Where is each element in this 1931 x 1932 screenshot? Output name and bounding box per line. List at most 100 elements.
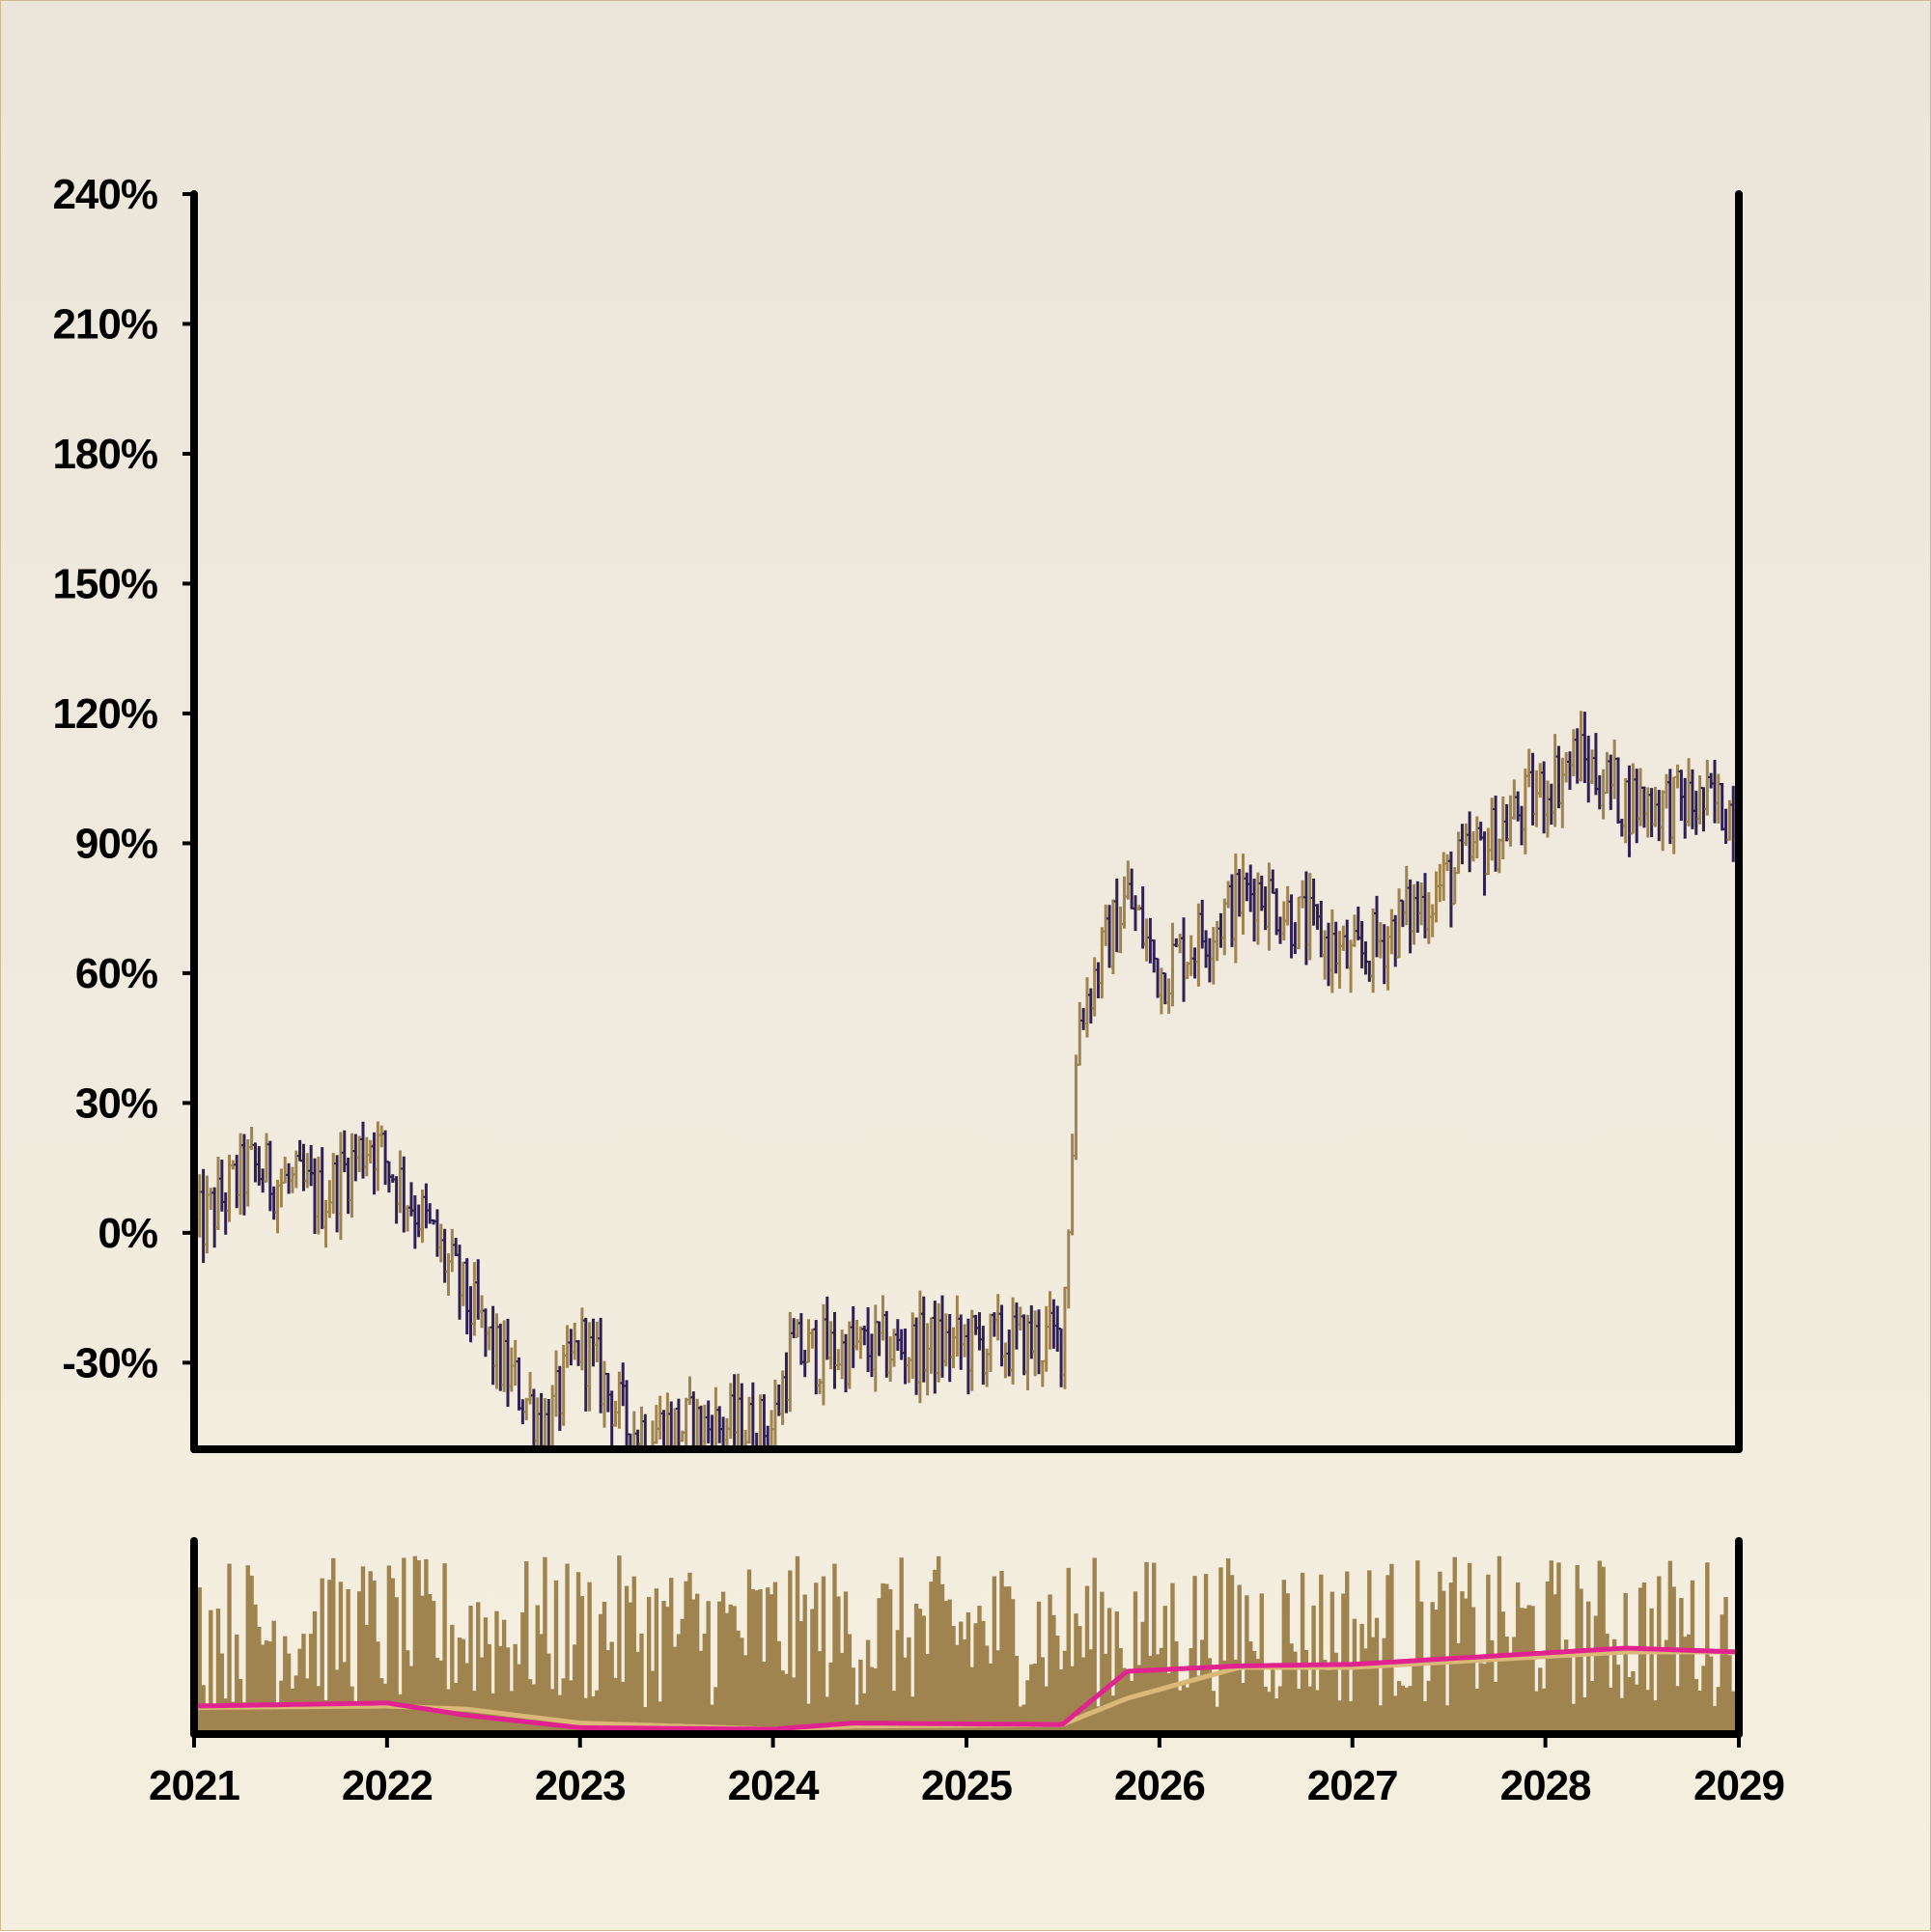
- ohlc-bar: [1403, 865, 1410, 926]
- ohlc-bar: [240, 1134, 247, 1216]
- ohlc-bar: [1689, 769, 1695, 829]
- ohlc-bar: [1660, 790, 1666, 852]
- volume-bar: [595, 1690, 600, 1734]
- ohlc-bar: [345, 1157, 351, 1215]
- ohlc-bar: [1177, 934, 1184, 954]
- volume-bar: [575, 1572, 581, 1734]
- volume-bar: [1114, 1611, 1119, 1734]
- ohlc-bar: [1091, 957, 1098, 1017]
- ohlc-bar: [916, 1290, 923, 1404]
- volume-bar: [501, 1619, 507, 1734]
- volume-bar: [702, 1633, 708, 1734]
- ohlc-bar: [1273, 888, 1280, 936]
- volume-bar: [955, 1644, 960, 1734]
- ohlc-bar: [322, 1199, 329, 1248]
- volume-bar: [394, 1597, 399, 1734]
- volume-bar: [1251, 1650, 1257, 1734]
- ohlc-bar: [453, 1238, 460, 1256]
- volume-bar: [1267, 1692, 1272, 1734]
- y-tick-label: 120%: [52, 690, 157, 738]
- ohlc-bar: [1496, 838, 1502, 874]
- ohlc-bar: [1366, 960, 1373, 982]
- volume-bar: [877, 1598, 882, 1734]
- ohlc-bar: [1099, 927, 1105, 999]
- volume-bar: [724, 1612, 730, 1734]
- volume-bar: [1675, 1686, 1680, 1734]
- ohlc-bar: [1133, 895, 1138, 932]
- volume-bar: [1374, 1617, 1380, 1734]
- ohlc-bar: [775, 1384, 782, 1416]
- volume-bar: [286, 1653, 292, 1734]
- x-tick-label: 2027: [1307, 1762, 1398, 1809]
- y-tick-label: 180%: [52, 431, 157, 478]
- volume-bar: [264, 1640, 269, 1734]
- ohlc-bar: [437, 1223, 444, 1263]
- volume-bar: [1225, 1558, 1231, 1734]
- ohlc-bar: [1622, 777, 1629, 844]
- volume-bar: [1189, 1648, 1193, 1734]
- volume-bar: [1207, 1658, 1213, 1734]
- ohlc-bar: [839, 1330, 846, 1380]
- ohlc-bar: [1355, 906, 1361, 940]
- volume-bar: [316, 1686, 322, 1734]
- volume-bar: [810, 1609, 815, 1734]
- volume-bar: [1418, 1601, 1424, 1734]
- volume-bar: [1497, 1555, 1502, 1734]
- volume-bar: [364, 1624, 370, 1734]
- ohlc-bar: [857, 1326, 864, 1359]
- volume-bar: [754, 1590, 759, 1734]
- ohlc-bar: [1592, 733, 1599, 796]
- ohlc-bar: [378, 1125, 385, 1148]
- volume-bar: [431, 1601, 436, 1734]
- volume-bar: [1627, 1677, 1632, 1734]
- volume-bar: [740, 1638, 744, 1734]
- ohlc-bar: [1630, 763, 1637, 835]
- ohlc-bar: [950, 1327, 957, 1369]
- ohlc-bar: [653, 1405, 659, 1444]
- ohlc-bar: [1608, 754, 1614, 810]
- ohlc-bar: [1693, 791, 1699, 835]
- ohlc-bar: [264, 1133, 269, 1183]
- volume-bar: [1363, 1648, 1368, 1734]
- ohlc-bar: [1002, 1342, 1009, 1379]
- ohlc-bar: [805, 1319, 812, 1363]
- volume-bar: [531, 1684, 537, 1734]
- volume-bar: [635, 1651, 640, 1734]
- ohlc-bar: [1726, 799, 1733, 841]
- ohlc-bar: [1340, 925, 1347, 951]
- volume-bar: [1018, 1706, 1022, 1734]
- ohlc-bar: [1232, 853, 1239, 964]
- ohlc-bar: [1712, 760, 1718, 824]
- volume-bar: [1611, 1638, 1617, 1734]
- ohlc-bar: [1362, 941, 1369, 975]
- volume-bar: [1315, 1690, 1320, 1734]
- volume-bar: [1352, 1618, 1357, 1734]
- volume-bar: [464, 1663, 469, 1734]
- volume-bar: [1382, 1638, 1386, 1734]
- ohlc-bar: [1017, 1306, 1023, 1331]
- volume-bar: [665, 1607, 670, 1734]
- y-tick-label: 60%: [75, 950, 157, 997]
- volume-bar: [1716, 1687, 1721, 1734]
- volume-bar: [1470, 1607, 1476, 1734]
- volume-bar: [382, 1683, 388, 1734]
- volume-bar: [408, 1666, 414, 1734]
- volume-bar: [969, 1666, 974, 1734]
- volume-bar: [1720, 1614, 1724, 1734]
- ohlc-bar: [1507, 795, 1514, 847]
- ohlc-bar: [690, 1391, 695, 1449]
- tick-labels: -30% 0% 30% 60% 90% 120% 150% 180% 210% 240% 2021 2…: [52, 171, 1784, 1809]
- volume-bar: [1140, 1621, 1145, 1734]
- ohlc-bar: [627, 1433, 632, 1449]
- ohlc-bar: [326, 1180, 333, 1218]
- ohlc-bar: [865, 1307, 872, 1373]
- ohlc-bar: [490, 1305, 496, 1386]
- ohlc-bar: [1129, 868, 1135, 910]
- ohlc-bar: [252, 1142, 259, 1183]
- volume-bar: [1271, 1669, 1275, 1734]
- ohlc-bar: [441, 1228, 448, 1283]
- volume-bar: [654, 1588, 659, 1734]
- ohlc-bar: [248, 1127, 255, 1151]
- ohlc-bar: [244, 1138, 251, 1207]
- volume-bar: [1430, 1602, 1435, 1734]
